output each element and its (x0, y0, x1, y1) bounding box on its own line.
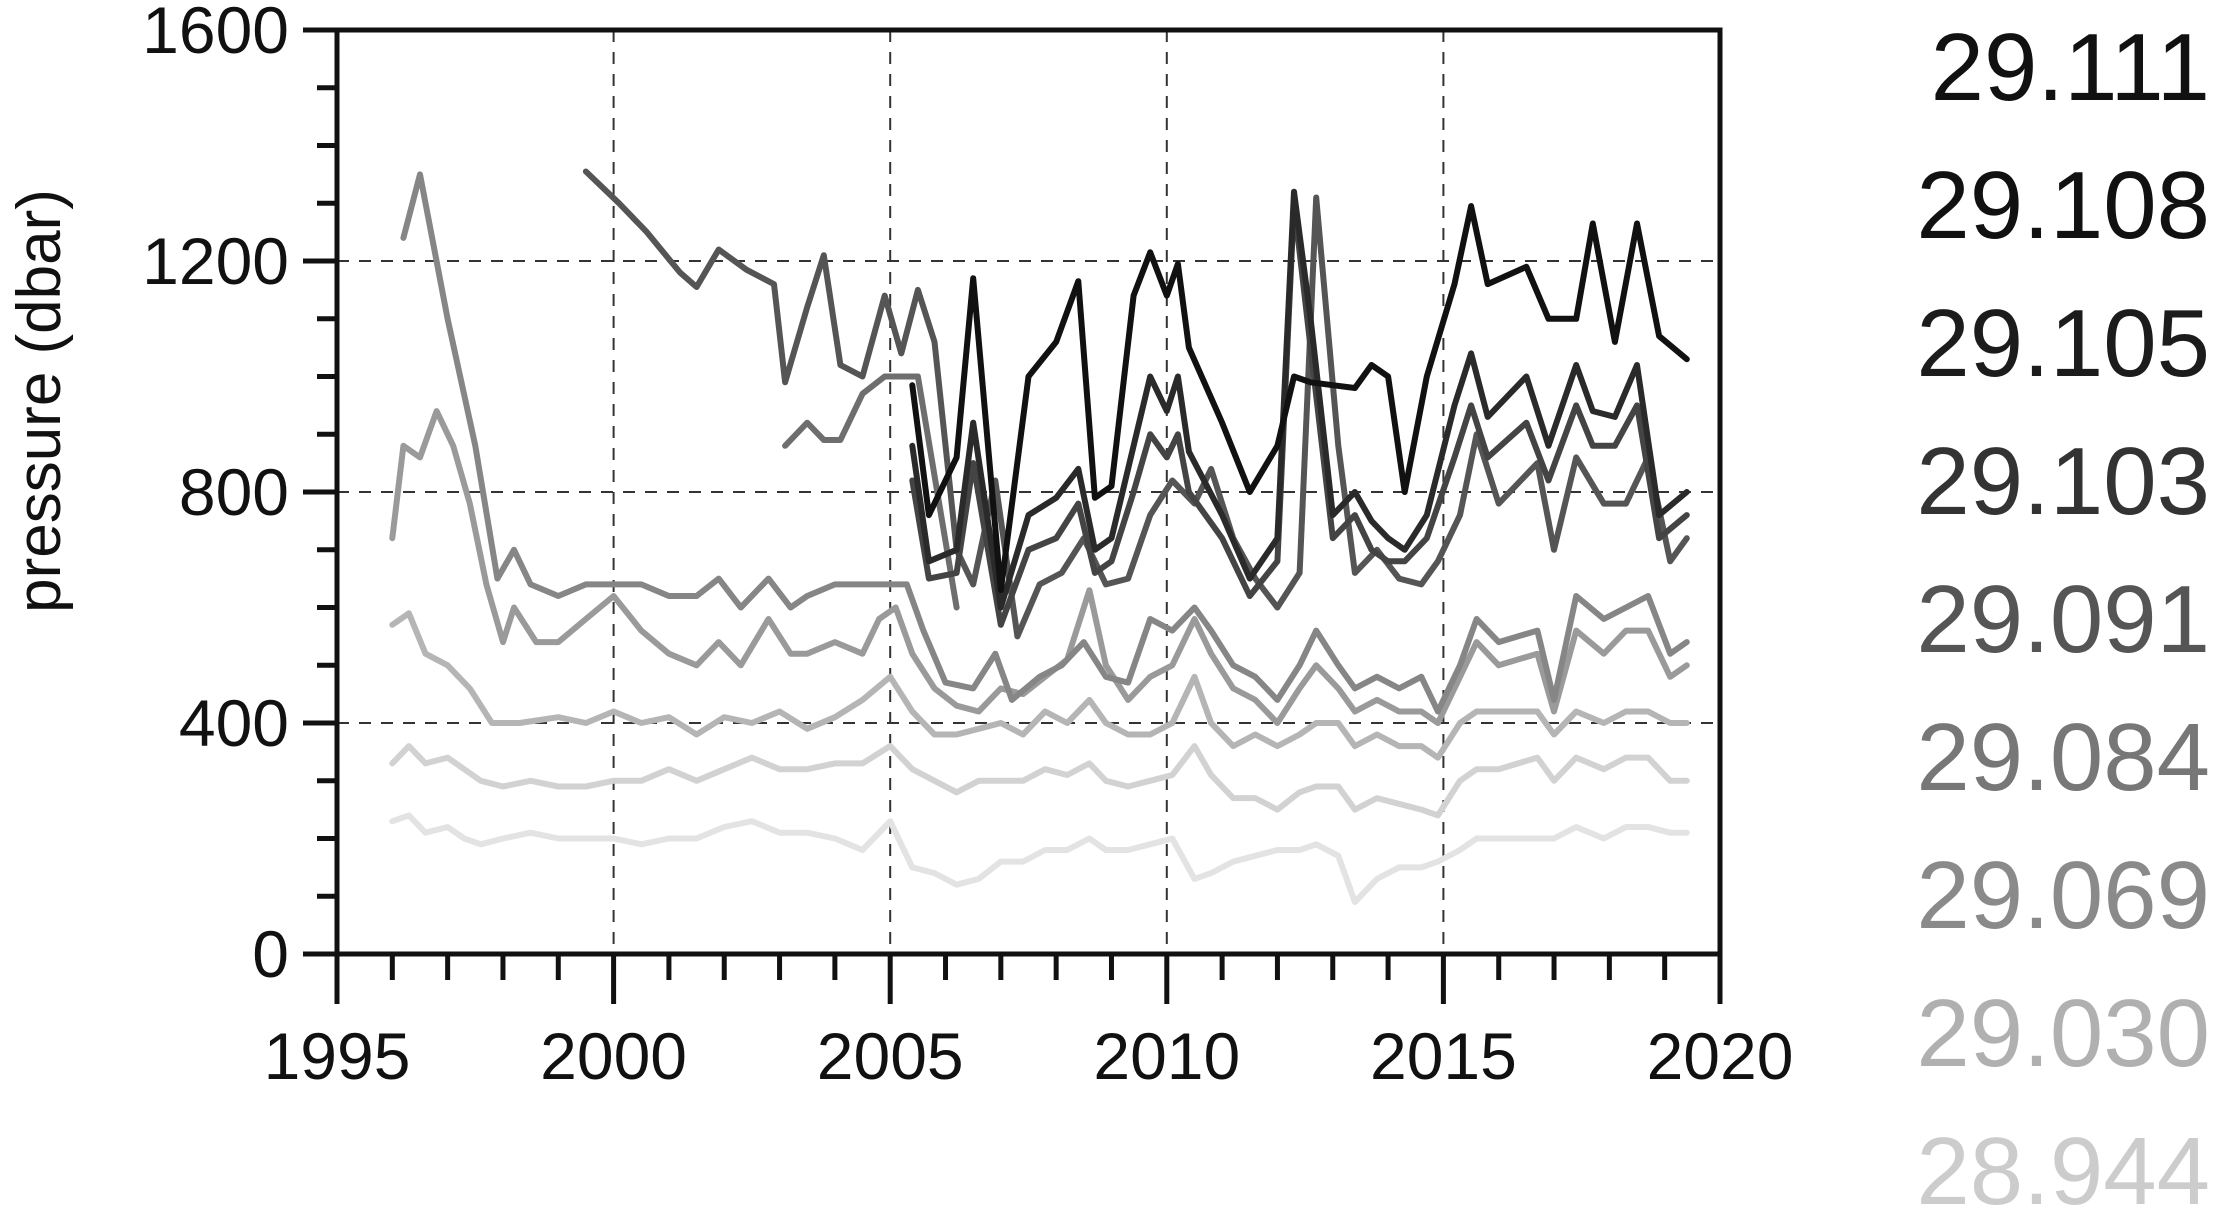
y-tick-label: 400 (179, 686, 289, 760)
legend-entry: 29.105 (1916, 290, 2210, 397)
legend-entry: 28.944 (1916, 1118, 2210, 1222)
series-line (389, 743, 1690, 819)
series-line (582, 168, 1690, 640)
axes (303, 27, 1723, 1004)
y-tick-label: 0 (252, 917, 289, 991)
series-line (389, 812, 1690, 905)
x-tick-label: 2015 (1370, 1019, 1517, 1093)
y-tick-label: 1200 (142, 224, 289, 298)
y-axis-title: pressure (dbar) (5, 189, 74, 613)
x-tick-label: 2000 (540, 1019, 687, 1093)
legend-entry: 29.030 (1916, 980, 2210, 1087)
legend-entry: 29.069 (1916, 842, 2210, 949)
legend-entry: 29.108 (1916, 152, 2210, 259)
series-line (909, 203, 1690, 594)
legend: 29.111 29.108 29.105 29.103 29.091 29.084 29.0… (1916, 14, 2210, 1222)
x-tick-label: 2020 (1647, 1019, 1794, 1093)
grid-lines (337, 30, 1720, 954)
x-tick-label: 2010 (1093, 1019, 1240, 1093)
x-tick-label: 1995 (264, 1019, 411, 1093)
y-tick-label: 1600 (142, 0, 289, 67)
series-line (389, 610, 1690, 761)
legend-entry: 29.103 (1916, 428, 2210, 535)
legend-entry: 29.084 (1916, 704, 2210, 811)
series-line (389, 408, 1690, 726)
legend-entry: 29.091 (1916, 566, 2210, 673)
series-line (782, 373, 960, 611)
y-tick-label: 800 (179, 455, 289, 529)
series-line (909, 188, 1690, 611)
x-tick-label: 2005 (817, 1019, 964, 1093)
legend-entry: 29.111 (1931, 14, 2210, 121)
series-lines (389, 168, 1690, 905)
x-tick-labels: 1995 2000 2005 2010 2015 2020 (264, 1019, 1794, 1093)
series-line (400, 171, 1690, 715)
y-tick-labels: 0 400 800 1200 1600 (142, 0, 289, 991)
